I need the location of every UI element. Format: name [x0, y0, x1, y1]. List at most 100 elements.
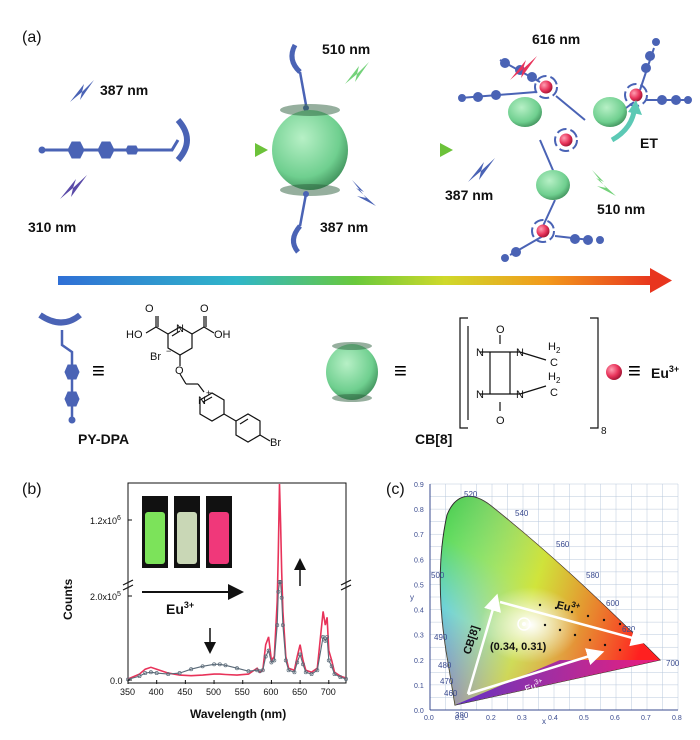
cie-y-tick-label: 0.4	[414, 608, 424, 615]
cie-x-tick-label: 0.6	[610, 715, 620, 722]
y-tick-zero: 0.0	[110, 676, 123, 686]
spectrum-x-tick-label: 350	[120, 687, 135, 697]
cie-locus-label: 620	[622, 625, 636, 634]
svg-text:N: N	[476, 389, 484, 401]
spectrum-series-0	[127, 483, 347, 680]
spectrum-xlabel: Wavelength (nm)	[190, 707, 286, 721]
svg-text:C: C	[550, 387, 558, 399]
spectrum-series-1	[127, 581, 347, 680]
spectrum-point	[278, 580, 283, 584]
cie-locus-label: 560	[556, 540, 570, 549]
spectrum-x-tick-label: 650	[292, 687, 307, 697]
spectrum-point	[200, 664, 205, 669]
spectrum-chart: 350 400 450 500 550 600 650 700 1.2x106 2.0x105…	[61, 482, 352, 721]
wavelength-387-right: 387 nm	[445, 187, 493, 203]
spectrum-point	[275, 623, 280, 628]
spectrum-ylabel: Counts	[61, 578, 75, 620]
y-tick-top: 1.2x106	[90, 515, 121, 526]
wavelength-616: 616 nm	[532, 31, 580, 47]
cie-x-tick-label: 0.8	[672, 715, 682, 722]
cb8-name: CB[8]	[415, 431, 452, 447]
svg-text:O: O	[496, 415, 505, 427]
cie-point-label: (0.34, 0.31)	[490, 641, 547, 653]
axis-break-left	[122, 579, 352, 591]
spectrum-point	[298, 652, 303, 657]
spectrum-point	[166, 672, 171, 677]
spectrum-point	[283, 658, 288, 663]
spectrum-point	[279, 595, 284, 600]
svg-text:OH: OH	[214, 329, 231, 341]
spectrum-series-group	[126, 483, 348, 682]
spectrum-point	[272, 658, 277, 663]
spectrum-point	[303, 670, 308, 675]
cb8-complex	[272, 43, 348, 254]
svg-text:2: 2	[556, 346, 561, 355]
spectrum-point	[137, 674, 142, 679]
cie-locus-label: 520	[464, 490, 478, 499]
svg-text:Br: Br	[150, 351, 161, 363]
spectrum-point	[315, 668, 320, 673]
spectrum-point	[266, 648, 271, 653]
cie-x-ticks: 0.0 0.1 0.2 0.3 0.4 0.5 0.6 0.7 0.8	[424, 715, 682, 722]
panel-a-label: (a)	[22, 29, 42, 46]
panel-b-label: (b)	[22, 481, 42, 498]
spectrum-point	[189, 667, 194, 672]
legend-pydpa-icon	[38, 312, 82, 424]
lightning-510-mid-icon	[345, 62, 369, 84]
eu-addition-label: Eu3+	[166, 600, 194, 617]
cie-locus-label: 480	[438, 661, 452, 670]
y-tick-mid: 2.0x105	[90, 591, 121, 602]
eu-bottom-trajectory-arrow	[467, 648, 605, 696]
spectrum-point	[295, 660, 300, 665]
cie-eu-top-label: Eu3+	[555, 596, 581, 616]
spectrum-point	[323, 638, 328, 643]
spectrum-point	[263, 654, 268, 659]
spectrum-point	[325, 634, 330, 639]
spectrum-point	[269, 660, 274, 665]
svg-text:O: O	[200, 303, 209, 315]
vial-photos	[142, 496, 232, 568]
spectrum-point	[148, 670, 153, 675]
spectrum-point	[292, 670, 297, 675]
spectrum-point	[217, 662, 222, 667]
spectrum-x-tick-label: 700	[321, 687, 336, 697]
cie-locus-label: 500	[431, 571, 445, 580]
spectrum-x-tick-label: 500	[206, 687, 221, 697]
cie-white-point	[517, 617, 531, 631]
svg-text:N: N	[516, 389, 524, 401]
spectrum-point	[326, 658, 331, 663]
cie-x-tick-label: 0.5	[579, 715, 589, 722]
cie-locus-labels: 520 540 560 580 600 620 700 500 490 480 470 460 380	[431, 490, 680, 720]
rainbow-arrow	[58, 268, 672, 293]
pydpa-atom-labels: O O HO OH N Br − O N + Br	[126, 303, 281, 449]
cie-trajectory-dots	[538, 603, 622, 652]
lightning-310-icon	[60, 175, 87, 199]
spectrum-point	[276, 589, 281, 594]
cie-y-tick-label: 0.9	[414, 482, 424, 489]
cie-y-tick-label: 0.5	[414, 582, 424, 589]
svg-text:O: O	[496, 324, 505, 336]
svg-text:N: N	[516, 347, 524, 359]
lightning-387-right-icon	[468, 158, 495, 182]
cie-x-tick-label: 0.4	[548, 715, 558, 722]
equiv-symbol-3: ≡	[628, 358, 641, 383]
pydpa-free-molecule	[38, 117, 190, 163]
lightning-510-right-icon	[592, 170, 616, 196]
spectrum-point	[154, 671, 159, 676]
spectrum-point	[301, 662, 305, 667]
svg-text:O: O	[145, 303, 154, 315]
cie-x-tick-label: 0.0	[424, 715, 434, 722]
svg-text:−: −	[166, 346, 171, 356]
spectrum-point	[338, 675, 343, 680]
cb8-atom-labels: O O N N N N H 2 C H 2 C 8	[476, 324, 607, 437]
cie-locus-label: 700	[666, 659, 680, 668]
cb8-structure	[459, 317, 599, 429]
et-label: ET	[640, 135, 658, 151]
cie-y-tick-label: 0.6	[414, 557, 424, 564]
svg-text:H: H	[548, 341, 556, 353]
cie-x-tick-label: 0.2	[486, 715, 496, 722]
spectrum-point	[235, 666, 239, 671]
wavelength-387-top: 387 nm	[100, 82, 148, 98]
spectrum-x-tick-label: 400	[149, 687, 164, 697]
